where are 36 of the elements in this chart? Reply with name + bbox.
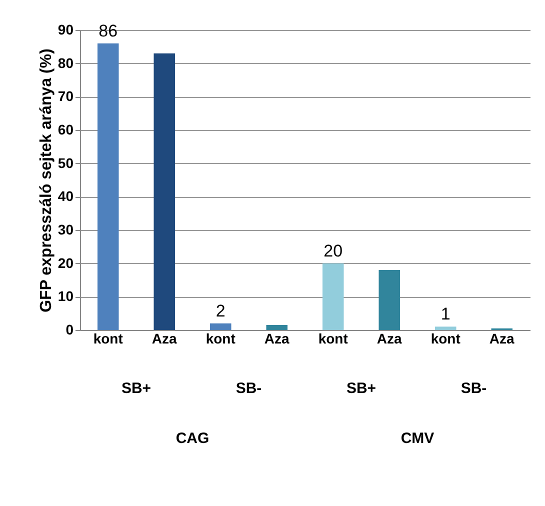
x-tick-label: Aza (264, 330, 290, 346)
bar (97, 43, 119, 330)
x-tick-label: kont (206, 330, 236, 346)
bar (210, 323, 232, 330)
text: SB- (460, 380, 488, 397)
y-tick-label: 40 (58, 188, 74, 204)
text: SB+ (345, 380, 378, 397)
bar (434, 326, 456, 330)
y-tick-label: 10 (58, 288, 74, 304)
y-axis-title: GFP expresszáló sejtek aránya (%) (38, 48, 55, 312)
data-label: 2 (216, 301, 226, 320)
y-tick-label: 80 (58, 54, 74, 71)
y-tick-label: 30 (58, 222, 74, 238)
bar (378, 270, 400, 330)
y-tick-label: 20 (58, 254, 74, 271)
text: CMV (400, 430, 436, 447)
y-tick-label: 50 (58, 154, 74, 171)
x-tick-label: kont (318, 330, 348, 346)
x-tick-label: Aza (152, 330, 178, 346)
x-tick-label: Aza (489, 330, 515, 346)
y-tick-label: 0 (66, 322, 74, 338)
x-tick-label: Aza (376, 330, 402, 346)
text: SB- (234, 380, 263, 397)
bar (266, 325, 288, 330)
y-tick-label: 90 (58, 22, 74, 38)
text: SB+ (120, 380, 152, 397)
x-tick-label: kont (93, 330, 124, 346)
data-label: 86 (98, 21, 118, 40)
bar (154, 53, 176, 330)
data-label: 20 (324, 241, 343, 260)
y-tick-label: 60 (58, 122, 74, 138)
x-tick-label: kont (430, 330, 461, 346)
bar (322, 263, 344, 330)
text: CAG (174, 430, 210, 447)
y-tick-label: 70 (58, 88, 74, 104)
data-label: 1 (440, 304, 450, 324)
